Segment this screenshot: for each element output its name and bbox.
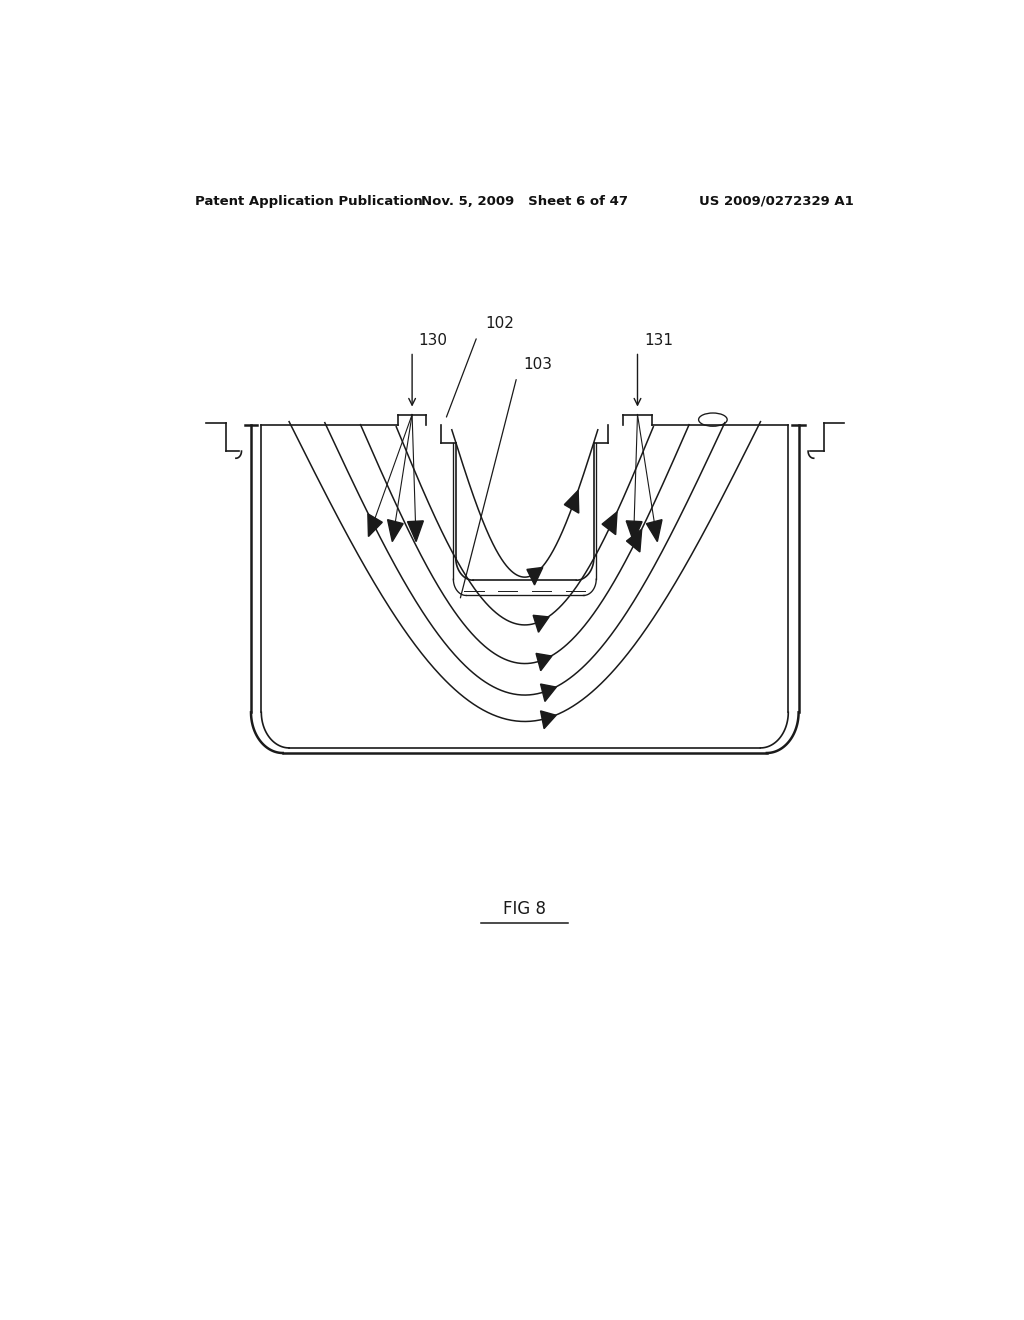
Polygon shape bbox=[627, 529, 642, 552]
Polygon shape bbox=[602, 512, 617, 535]
Polygon shape bbox=[541, 711, 556, 729]
Text: 102: 102 bbox=[485, 317, 514, 331]
Text: 131: 131 bbox=[644, 334, 673, 348]
Polygon shape bbox=[627, 521, 642, 541]
Text: US 2009/0272329 A1: US 2009/0272329 A1 bbox=[699, 195, 854, 209]
Polygon shape bbox=[646, 520, 662, 541]
Polygon shape bbox=[388, 520, 403, 541]
Text: 103: 103 bbox=[523, 356, 552, 372]
Polygon shape bbox=[408, 521, 423, 541]
Polygon shape bbox=[564, 491, 579, 513]
Polygon shape bbox=[527, 568, 543, 585]
Polygon shape bbox=[368, 513, 382, 536]
Text: 130: 130 bbox=[419, 334, 447, 348]
Text: Nov. 5, 2009   Sheet 6 of 47: Nov. 5, 2009 Sheet 6 of 47 bbox=[421, 195, 629, 209]
Polygon shape bbox=[541, 684, 556, 701]
Polygon shape bbox=[536, 653, 552, 671]
Polygon shape bbox=[534, 615, 549, 632]
Text: Patent Application Publication: Patent Application Publication bbox=[196, 195, 423, 209]
Text: FIG 8: FIG 8 bbox=[504, 900, 546, 919]
